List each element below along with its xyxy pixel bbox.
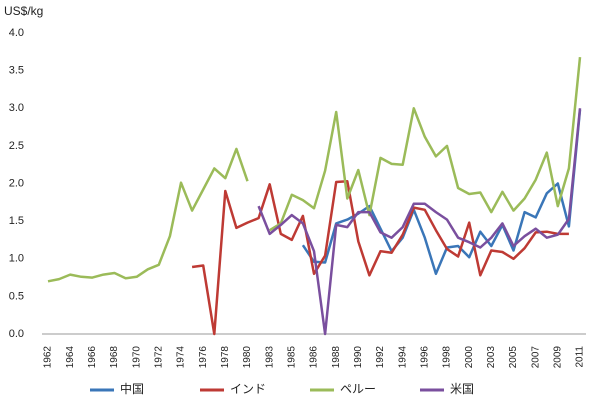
x-tick-label: 2009 [552,346,563,369]
x-tick-label: 1974 [176,346,187,369]
series-line [47,56,582,283]
y-tick-label: 1.0 [9,253,24,265]
x-tick-label: 1992 [375,346,386,369]
y-tick-label: 0.0 [9,328,24,340]
x-tick-label: 1972 [153,346,164,369]
x-tick-label: 2007 [530,346,541,369]
x-tick-label: 1990 [353,346,364,369]
x-tick-label: 2000 [464,346,475,369]
x-tick-label: 1998 [442,346,453,369]
y-tick-label: 0.5 [9,290,24,302]
series-line [257,108,582,336]
x-tick-label: 1986 [309,346,320,369]
legend-label: インド [230,382,266,396]
x-tick-label: 2005 [508,346,519,369]
y-tick-label: 3.5 [9,65,24,77]
x-tick-label: 1964 [65,346,76,369]
legend-label: 中国 [120,381,144,396]
x-tick-label: 1994 [397,346,408,369]
x-tick-label: 1983 [264,346,275,369]
y-tick-label: 4.0 [9,27,24,39]
x-tick-label: 1978 [220,346,231,369]
legend-label: ペルー [340,382,376,396]
y-axis-unit: US$/kg [4,4,43,18]
x-tick-label: 2011 [575,346,586,368]
y-tick-label: 2.0 [9,177,24,189]
series-line [191,179,569,336]
x-tick-label: 1962 [43,346,54,369]
x-tick-label: 1985 [286,346,297,369]
x-tick-label: 1976 [198,346,209,369]
y-tick-label: 3.0 [9,102,24,114]
x-tick-label: 1968 [109,346,120,369]
x-tick-label: 2003 [486,346,497,369]
x-tick-label: 1988 [331,346,342,369]
x-tick-label: 1996 [419,346,430,369]
x-tick-label: 1966 [87,346,98,369]
legend-label: 米国 [450,382,474,396]
series-line [301,109,582,276]
x-tick-label: 1980 [242,346,253,369]
y-tick-label: 2.5 [9,140,24,152]
y-tick-label: 1.5 [9,215,24,227]
x-tick-label: 1970 [131,346,142,369]
